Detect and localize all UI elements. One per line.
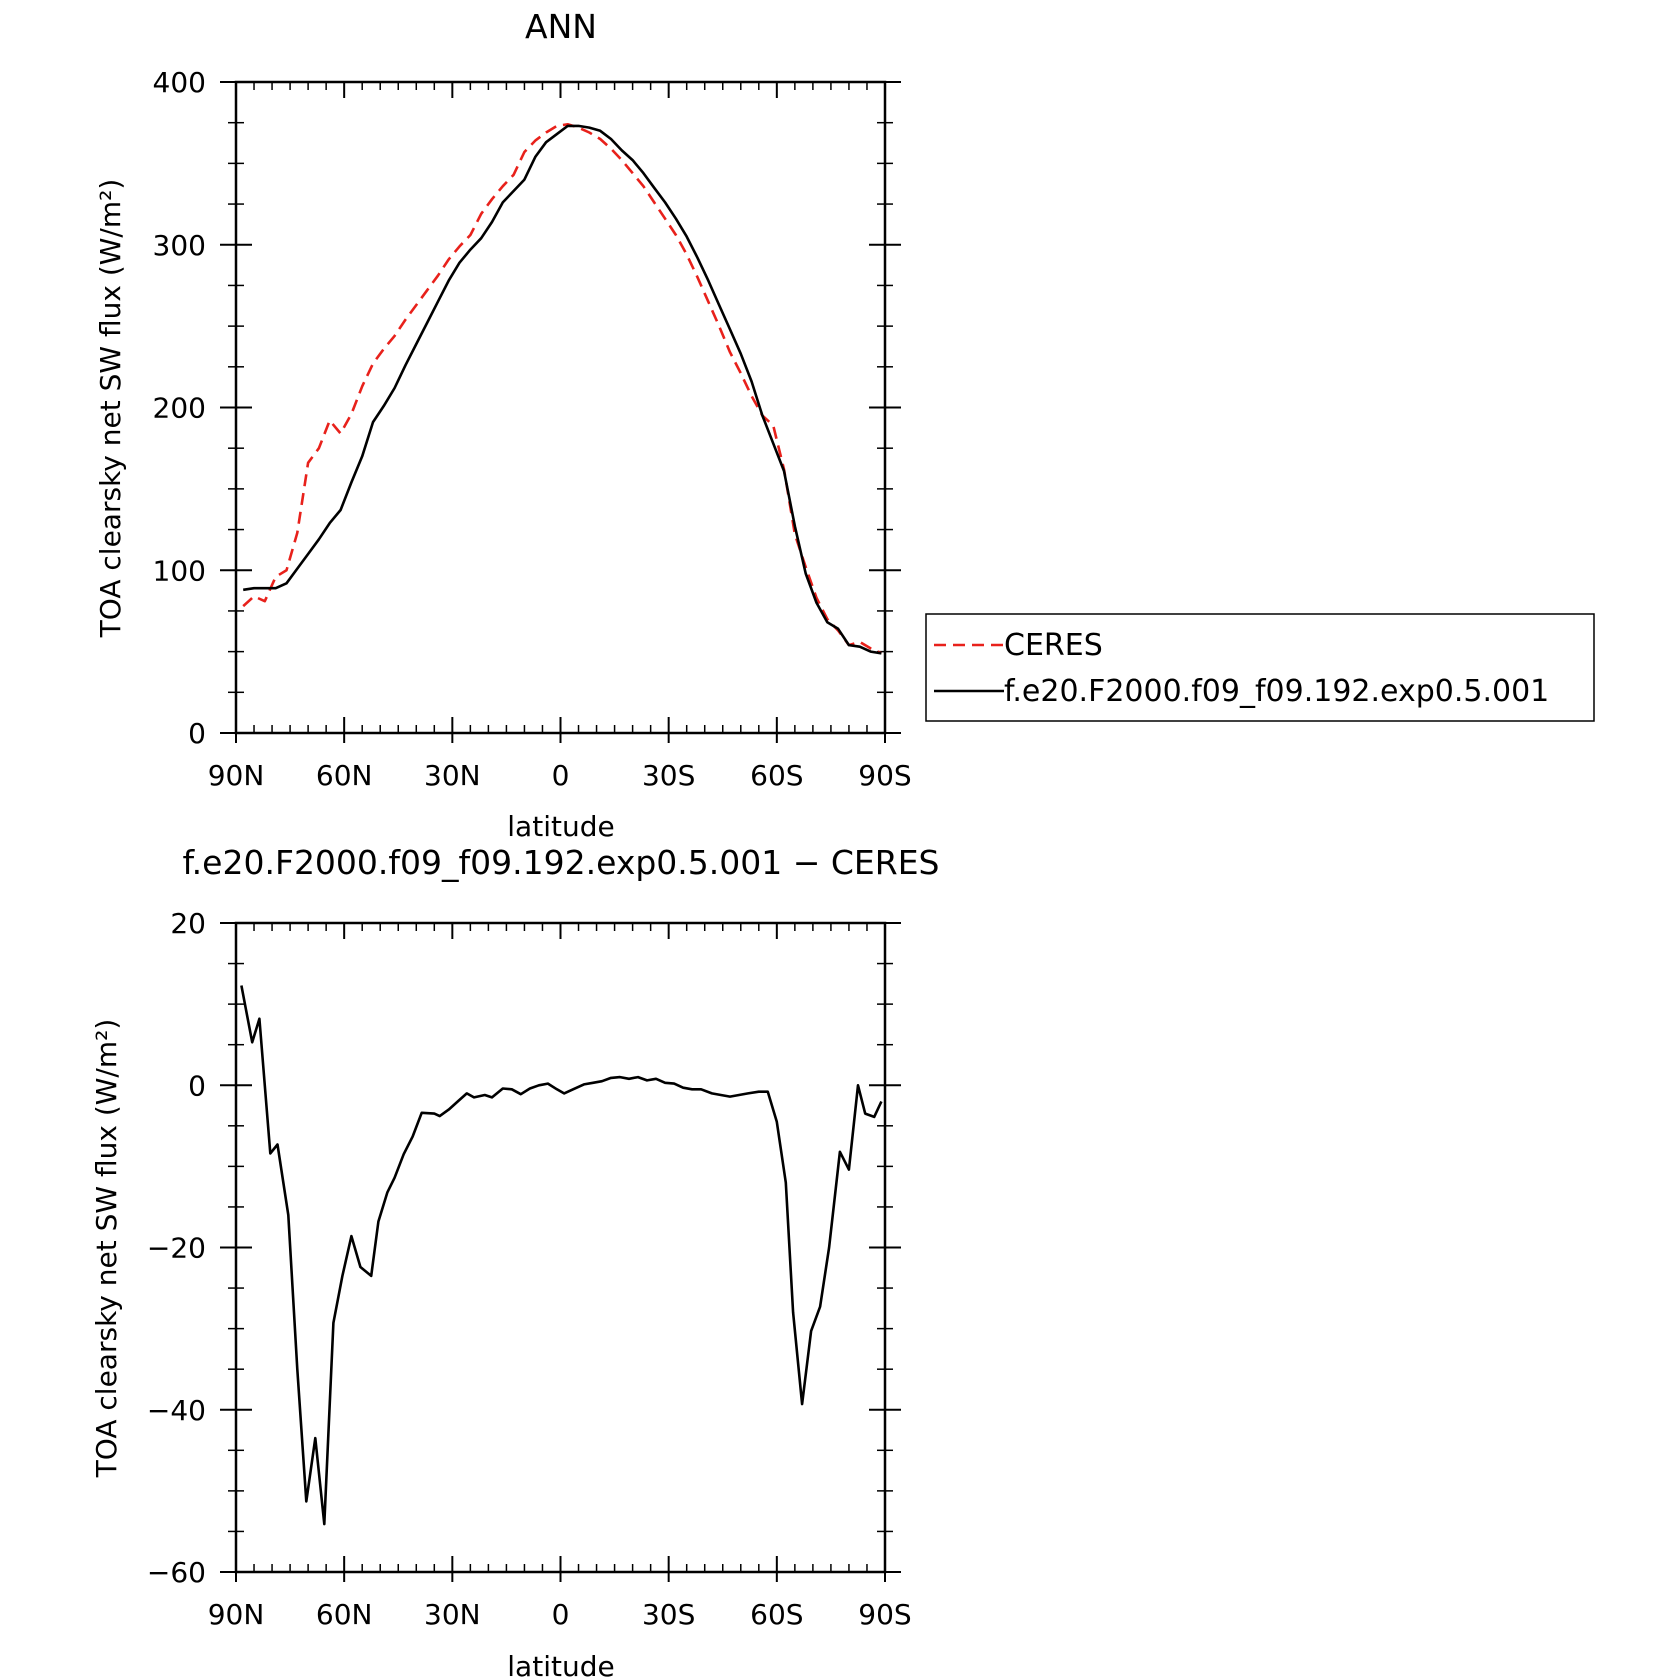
y-tick-label: 0 [188,717,206,750]
y-tick-label: 100 [153,554,206,587]
x-tick-label: 60S [750,759,803,792]
x-tick-label: 90N [208,1598,265,1631]
plot-frame [234,921,887,1574]
legend-box [925,613,1595,722]
bottom-chart-panel: f.e20.F2000.f09_f09.192.exp0.5.001 − CER… [90,843,940,1680]
x-tick-label: 60S [750,1598,803,1631]
x-tick-label: 30N [424,759,481,792]
x-tick-label: 60N [316,759,373,792]
y-tick-label: 20 [170,907,206,940]
y-tick-label: 200 [153,392,206,425]
y-tick-label: −60 [147,1556,206,1589]
series-line-ceres [242,123,882,655]
x-axis-label: latitude [507,1650,614,1680]
x-tick-label: 60N [316,1598,373,1631]
axis-ticks: 90N 60N 30N 0 30S 60S 90S 0 100 200 300 400 [153,66,912,792]
series-layer [242,123,882,655]
y-tick-label: 0 [188,1069,206,1102]
series-line-difference [240,985,883,1526]
legend-label-model: f.e20.F2000.f09_f09.192.exp0.5.001 [1004,674,1549,709]
axis-ticks: 90N 60N 30N 0 30S 60S 90S −60 −40 −20 0 20 [147,907,912,1631]
y-tick-label: −40 [147,1394,206,1427]
x-tick-label: 0 [552,1598,570,1631]
chart-title: ANN [525,7,597,46]
x-tick-label: 0 [552,759,570,792]
y-axis-label: TOA clearsky net SW flux (W/m²) [90,1019,123,1479]
y-tick-label: 300 [153,229,206,262]
x-tick-label: 90S [858,759,911,792]
plot-frame [234,80,887,735]
top-chart-panel: ANN 90N 60N 30N 0 30S 60S 90S 0 100 200 300 400 lat… [94,7,1595,843]
series-line-model [243,124,882,655]
series-layer [240,985,883,1526]
x-tick-label: 90N [208,759,265,792]
y-tick-label: −20 [147,1232,206,1265]
chart-title: f.e20.F2000.f09_f09.192.exp0.5.001 − CER… [182,843,939,882]
legend: CERES f.e20.F2000.f09_f09.192.exp0.5.001 [925,613,1595,722]
x-tick-label: 90S [858,1598,911,1631]
x-axis-label: latitude [507,810,614,843]
y-axis-label: TOA clearsky net SW flux (W/m²) [94,179,127,639]
x-tick-label: 30S [642,1598,695,1631]
x-tick-label: 30N [424,1598,481,1631]
x-tick-label: 30S [642,759,695,792]
y-tick-label: 400 [153,66,206,99]
legend-label-ceres: CERES [1004,628,1103,663]
